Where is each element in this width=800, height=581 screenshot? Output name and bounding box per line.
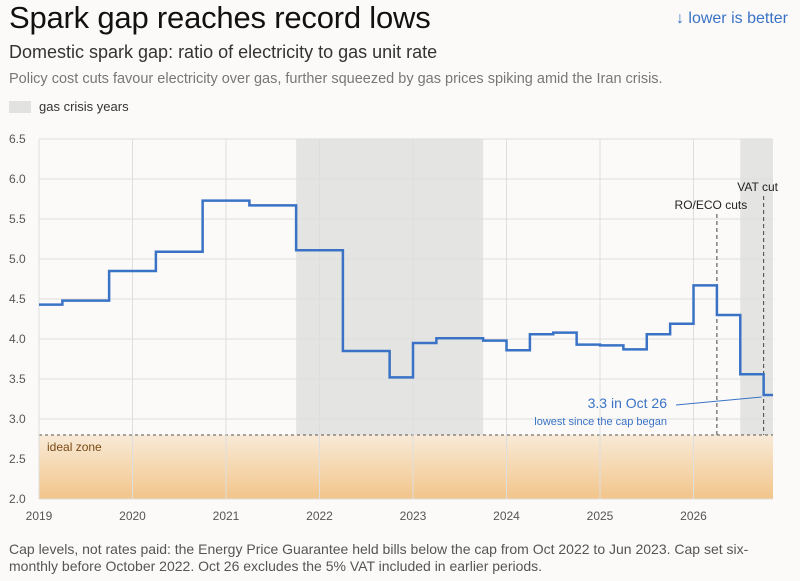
y-tick-label: 5.0 [9,252,26,266]
y-tick-label: 4.5 [9,292,26,306]
lower-is-better-hint: ↓ lower is better [675,10,788,27]
y-tick-label: 3.0 [9,412,26,426]
chart-title: Spark gap reaches record lows [9,0,431,35]
x-tick-label: 2022 [306,509,333,523]
legend-label-gas-crisis: gas crisis years [39,99,129,114]
y-tick-label: 2.5 [9,452,26,466]
y-tick-label: 4.0 [9,332,26,346]
x-tick-label: 2024 [493,509,520,523]
spark-gap-line [39,199,773,397]
event-marker-label: RO/ECO cuts [675,198,748,212]
x-tick-label: 2025 [587,509,614,523]
y-tick-label: 6.0 [9,172,26,186]
legend: gas crisis years [9,99,129,114]
callout-value-label: 3.3 in Oct 26 [588,395,668,411]
y-tick-label: 3.5 [9,372,26,386]
chart-description: Policy cost cuts favour electricity over… [9,71,663,87]
ideal-zone-label: ideal zone [47,440,102,454]
y-tick-label: 5.5 [9,212,26,226]
x-tick-label: 2020 [119,509,146,523]
chart-subtitle: Domestic spark gap: ratio of electricity… [9,42,438,62]
legend-swatch-gas-crisis [9,100,31,113]
y-tick-label: 2.0 [9,492,26,506]
ideal-zone-band [39,435,773,499]
callout-leader [675,396,762,406]
x-tick-label: 2023 [400,509,427,523]
event-marker-label: VAT cut [737,180,778,194]
footnote: Cap levels, not rates paid: the Energy P… [9,541,749,574]
callout-sub-label: lowest since the cap began [534,416,667,428]
y-tick-label: 6.5 [9,132,26,146]
x-tick-label: 2019 [26,509,53,523]
x-tick-label: 2026 [680,509,707,523]
x-tick-label: 2021 [213,509,240,523]
